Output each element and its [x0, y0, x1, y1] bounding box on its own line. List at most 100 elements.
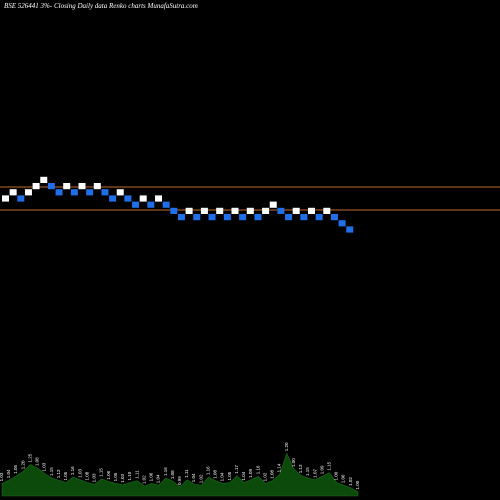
- renko-brick: [193, 214, 201, 221]
- renko-brick: [185, 207, 193, 214]
- renko-bricks: [2, 176, 354, 233]
- renko-brick: [338, 220, 346, 227]
- renko-brick: [239, 214, 247, 221]
- volume-label: 1.00: [334, 471, 339, 480]
- renko-brick: [223, 214, 231, 221]
- volume-label: 1.06: [341, 474, 346, 483]
- renko-brick: [70, 189, 78, 196]
- renko-brick: [17, 195, 25, 202]
- volume-label: 1.14: [277, 463, 282, 472]
- volume-labels: 1.03 1.041.051.201.25 1.081.031.15 1.12 1.05…: [0, 442, 360, 490]
- volume-label: 1.16: [70, 466, 75, 475]
- volume-label: 1.08: [170, 470, 175, 479]
- renko-brick: [116, 189, 124, 196]
- renko-brick: [330, 214, 338, 221]
- volume-label: 1.09: [248, 469, 253, 478]
- renko-brick: [93, 183, 101, 190]
- volume-label: 1.04: [241, 471, 246, 480]
- renko-brick: [124, 195, 132, 202]
- renko-brick: [323, 207, 331, 214]
- volume-label: 1.08: [270, 469, 275, 478]
- renko-brick: [231, 207, 239, 214]
- volume-label: 1.03: [0, 472, 4, 481]
- renko-brick: [308, 207, 315, 214]
- renko-brick: [177, 214, 185, 221]
- renko-brick: [200, 207, 208, 214]
- volume-label: 1.00: [291, 458, 296, 467]
- renko-brick: [277, 207, 285, 214]
- volume-label: 1.04: [220, 472, 225, 481]
- renko-brick: [315, 214, 323, 221]
- renko-brick: [300, 214, 308, 221]
- renko-brick: [254, 214, 262, 221]
- volume-label: 1.16: [205, 466, 210, 475]
- volume-label: 1.20: [284, 442, 289, 451]
- volume-label: 1.17: [234, 464, 239, 473]
- renko-brick: [132, 201, 140, 208]
- volume-label: 1.08: [213, 469, 218, 478]
- volume-label: 1.15: [99, 468, 104, 477]
- volume-area: [1, 452, 359, 497]
- volume-label: 1.25: [27, 453, 32, 462]
- renko-brick: [246, 207, 254, 214]
- volume-label: 1.12: [56, 469, 61, 478]
- renko-brick: [269, 201, 277, 208]
- volume-label: 1.08: [84, 471, 89, 480]
- renko-brick: [162, 201, 170, 208]
- volume-label: 1.16: [163, 467, 168, 476]
- volume-label: 1.06: [149, 472, 154, 481]
- volume-label: 1.02: [141, 475, 146, 484]
- volume-label: 0.99: [177, 476, 182, 485]
- renko-brick: [216, 207, 224, 214]
- volume-label: 1.02: [262, 472, 267, 481]
- chart-title: BSE 526441 3%- Closing Daily data Renko …: [4, 2, 198, 10]
- volume-label: 1.03: [120, 473, 125, 482]
- volume-label: 1.13: [298, 464, 303, 473]
- volume-label: 1.00: [355, 480, 360, 489]
- volume-label: 1.05: [63, 471, 68, 480]
- renko-brick: [285, 214, 293, 221]
- renko-brick: [24, 189, 32, 196]
- volume-label: 1.02: [348, 477, 353, 486]
- renko-brick: [78, 183, 86, 190]
- volume-label: 1.02: [198, 474, 203, 483]
- renko-brick: [101, 189, 109, 196]
- renko-brick: [155, 195, 162, 202]
- renko-brick: [109, 195, 117, 202]
- renko-brick: [40, 176, 48, 183]
- renko-brick: [147, 201, 155, 208]
- renko-brick: [346, 226, 354, 233]
- volume-label: 1.15: [49, 467, 54, 476]
- volume-label: 1.05: [113, 472, 118, 481]
- volume-label: 1.15: [305, 467, 310, 476]
- renko-brick: [170, 207, 178, 214]
- renko-brick: [63, 183, 71, 190]
- volume-label: 1.03: [77, 469, 82, 478]
- volume-label: 1.20: [20, 460, 25, 469]
- volume-label: 1.03: [92, 473, 97, 482]
- volume-label: 1.11: [134, 470, 139, 479]
- volume-label: 1.09: [319, 465, 324, 474]
- volume-area-fill: [1, 452, 359, 497]
- volume-label: 1.07: [312, 469, 317, 478]
- renko-brick: [2, 195, 9, 202]
- volume-label: 1.10: [127, 471, 132, 480]
- volume-label: 1.06: [106, 470, 111, 479]
- volume-label: 1.04: [6, 469, 11, 478]
- renko-brick: [292, 207, 300, 214]
- volume-label: 1.03: [42, 462, 47, 471]
- volume-label: 1.04: [191, 473, 196, 482]
- volume-label: 1.05: [227, 471, 232, 480]
- volume-label: 1.15: [327, 461, 332, 470]
- volume-label: 1.16: [255, 465, 260, 474]
- renko-brick: [139, 195, 147, 202]
- volume-label: 1.05: [13, 464, 18, 473]
- renko-brick: [55, 189, 63, 196]
- renko-brick: [9, 189, 17, 196]
- volume-label: 1.08: [35, 457, 40, 466]
- renko-brick: [86, 189, 94, 196]
- volume-label: 1.04: [156, 474, 161, 483]
- renko-brick: [208, 214, 216, 221]
- volume-label: 1.11: [184, 469, 189, 478]
